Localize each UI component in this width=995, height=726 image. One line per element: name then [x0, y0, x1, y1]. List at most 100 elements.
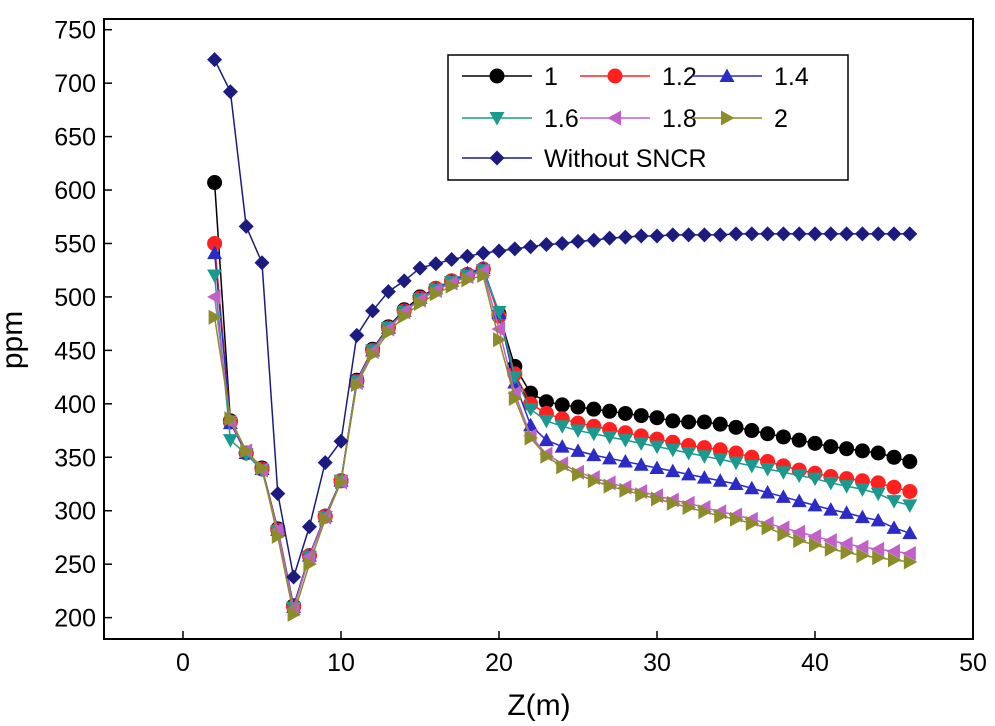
data-point-1-6 — [538, 414, 554, 429]
data-point-without-sncr — [570, 233, 586, 249]
legend-entry-1: 1 — [462, 63, 558, 91]
data-point-2 — [666, 495, 681, 511]
data-point-2 — [524, 430, 539, 446]
data-point-1-4 — [681, 466, 697, 481]
data-point-1-6 — [760, 463, 776, 477]
data-point-1-6 — [712, 453, 728, 467]
data-point-1-6 — [902, 499, 918, 513]
data-point-2 — [888, 552, 902, 568]
data-point-1-2 — [902, 483, 918, 499]
data-point-without-sncr — [538, 237, 554, 253]
data-point-2 — [350, 377, 365, 393]
data-point-2 — [635, 487, 649, 503]
data-point-1-8 — [807, 528, 821, 544]
data-point-1-8 — [207, 289, 221, 305]
data-point-2 — [651, 491, 665, 507]
data-point-1-6 — [665, 443, 681, 458]
axis-ticks: 0 10 20 30 40 50 200 250 300 350 400 450 500 550 600 65… — [54, 17, 987, 677]
data-point-1 — [760, 426, 776, 442]
data-point-2 — [698, 504, 712, 520]
y-tick-label: 400 — [54, 391, 96, 419]
data-point-without-sncr — [712, 227, 728, 243]
data-point-1-6 — [570, 424, 586, 439]
data-point-1 — [728, 419, 744, 435]
data-point-1-6 — [744, 459, 760, 474]
data-point-without-sncr — [365, 303, 381, 319]
data-point-2 — [745, 516, 760, 532]
x-tick-label: 40 — [801, 649, 829, 677]
data-point-2 — [761, 520, 776, 536]
data-point-2 — [319, 511, 333, 527]
data-point-1-4 — [570, 443, 586, 457]
data-point-without-sncr — [681, 227, 697, 243]
data-point-without-sncr — [523, 239, 539, 255]
legend-label: 1 — [544, 63, 558, 91]
data-point-without-sncr — [760, 226, 776, 242]
data-point-without-sncr — [459, 248, 475, 264]
data-point-without-sncr — [491, 243, 507, 259]
legend-entry-1-6: 1.6 — [462, 105, 579, 133]
data-point-1 — [854, 443, 870, 459]
data-point-1-2 — [870, 475, 886, 491]
data-point-1-4 — [744, 480, 760, 495]
data-point-1-6 — [554, 420, 570, 434]
y-tick-label: 650 — [54, 124, 96, 152]
legend-marker — [489, 112, 505, 126]
data-point-1-4 — [760, 485, 776, 499]
data-point-1-4 — [886, 520, 902, 534]
data-point-1 — [633, 408, 649, 424]
x-tick-label: 20 — [485, 649, 513, 677]
data-point-1-8 — [902, 545, 916, 561]
data-point-without-sncr — [428, 256, 444, 272]
data-point-without-sncr — [870, 226, 886, 242]
data-point-2 — [287, 606, 302, 622]
data-point-2 — [493, 332, 507, 348]
data-point-1-8 — [823, 533, 837, 549]
data-point-1-8 — [491, 321, 505, 337]
data-point-2 — [256, 460, 270, 476]
data-point-1-6 — [222, 434, 238, 448]
data-point-without-sncr — [602, 230, 618, 246]
data-point-1 — [807, 435, 823, 451]
data-point-2 — [414, 295, 428, 311]
data-point-1-6 — [507, 371, 523, 385]
data-point-1 — [207, 175, 223, 191]
data-point-without-sncr — [617, 229, 633, 245]
data-point-2 — [572, 466, 586, 482]
data-point-2 — [809, 537, 823, 553]
data-point-1 — [902, 454, 918, 470]
data-point-without-sncr — [396, 273, 412, 289]
data-point-1-4 — [207, 245, 223, 260]
legend-marker — [489, 68, 505, 84]
data-point-1-4 — [807, 497, 823, 512]
data-point-2 — [382, 324, 396, 340]
data-point-1-4 — [728, 476, 744, 490]
data-point-without-sncr — [854, 226, 870, 242]
data-point-without-sncr — [349, 327, 365, 343]
data-point-1-6 — [523, 403, 539, 417]
data-point-2 — [903, 554, 918, 570]
legend-label: 1.6 — [544, 105, 579, 133]
data-point-without-sncr — [317, 455, 333, 471]
data-point-1-6 — [681, 447, 697, 461]
data-point-2 — [398, 308, 412, 324]
data-point-2 — [730, 511, 744, 527]
data-point-without-sncr — [380, 284, 396, 300]
data-point-2 — [714, 508, 728, 524]
data-point-1-6 — [633, 437, 649, 451]
data-point-1-8 — [854, 539, 869, 555]
legend-marker — [719, 68, 735, 82]
y-tick-label: 450 — [54, 337, 96, 365]
data-point-1 — [681, 414, 697, 430]
data-point-without-sncr — [333, 433, 349, 449]
data-point-2 — [477, 268, 491, 284]
legend-marker — [721, 110, 735, 126]
x-tick-label: 10 — [327, 649, 355, 677]
data-point-1-4 — [823, 502, 839, 516]
data-point-1-4 — [839, 505, 855, 519]
data-point-1-6 — [617, 434, 633, 448]
y-tick-label: 200 — [54, 605, 96, 633]
data-point-2 — [840, 544, 855, 560]
data-point-1-4 — [617, 454, 633, 468]
